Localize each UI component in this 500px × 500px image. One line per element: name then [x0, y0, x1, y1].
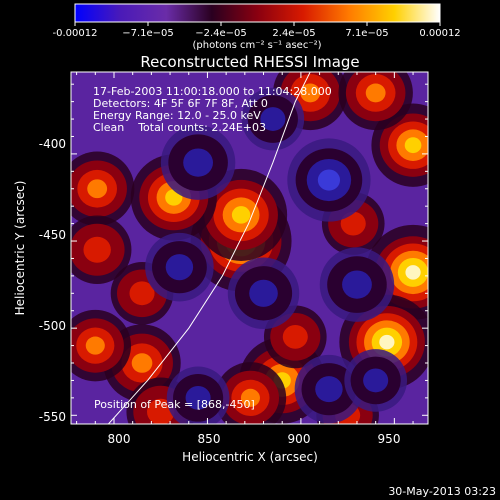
y-tick-label: -400 [39, 137, 66, 151]
axis-ticks [71, 72, 428, 424]
y-tick-label: -450 [39, 228, 66, 242]
x-tick-label: 950 [378, 432, 401, 446]
annotation-detectors: Detectors: 4F 5F 6F 7F 8F, Att 0 [93, 97, 268, 110]
emission-source [338, 72, 413, 131]
annotation-energy: Energy Range: 12.0 - 25.0 keV [93, 109, 261, 122]
emission-source [214, 362, 287, 424]
annotation-counts: Clean Total counts: 2.24E+03 [93, 121, 266, 134]
heatmap-image [71, 72, 428, 424]
colorbar [74, 3, 441, 23]
x-tick-label: 850 [198, 432, 221, 446]
negative-region [287, 138, 371, 222]
emission-source [71, 309, 132, 382]
plot-frame [70, 71, 429, 425]
negative-region [344, 349, 407, 412]
chart-title: Reconstructed RHESSI Image [140, 53, 359, 71]
colorbar-tick-label: -0.00012 [53, 28, 98, 39]
x-tick-label: 800 [108, 432, 131, 446]
x-tick-label: 900 [288, 432, 311, 446]
x-axis-label: Heliocentric X (arcsec) [182, 450, 318, 464]
y-tick-label: -500 [39, 319, 66, 333]
timestamp: 30-May-2013 03:23 [388, 485, 496, 498]
negative-region [160, 125, 236, 200]
colorbar-tick-label: 0.00012 [419, 28, 460, 39]
negative-region [145, 232, 214, 302]
negative-region [319, 247, 395, 322]
colorbar-tick-label: −7.1e−05 [122, 28, 174, 39]
peak-position-label: Position of Peak = [868,-450] [94, 398, 255, 411]
y-tick-label: -550 [39, 410, 66, 424]
emission-source [71, 215, 132, 285]
y-axis-label: Heliocentric Y (arcsec) [13, 181, 27, 316]
colorbar-tick-label: −2.4e−05 [195, 28, 247, 39]
colorbar-unit-label: (photons cm⁻² s⁻¹ asec⁻²) [192, 40, 321, 51]
colorbar-tick-label: 2.4e−05 [272, 28, 315, 39]
negative-region [166, 366, 230, 424]
annotation-time: 17-Feb-2003 11:00:18.000 to 11:04:28.000 [93, 85, 332, 98]
solar-limb-curve [108, 72, 311, 424]
colorbar-ticks [74, 22, 441, 26]
emission-source [71, 151, 135, 226]
colorbar-tick-label: 7.1e−05 [345, 28, 388, 39]
negative-region [227, 257, 300, 330]
negative-region [241, 87, 305, 151]
